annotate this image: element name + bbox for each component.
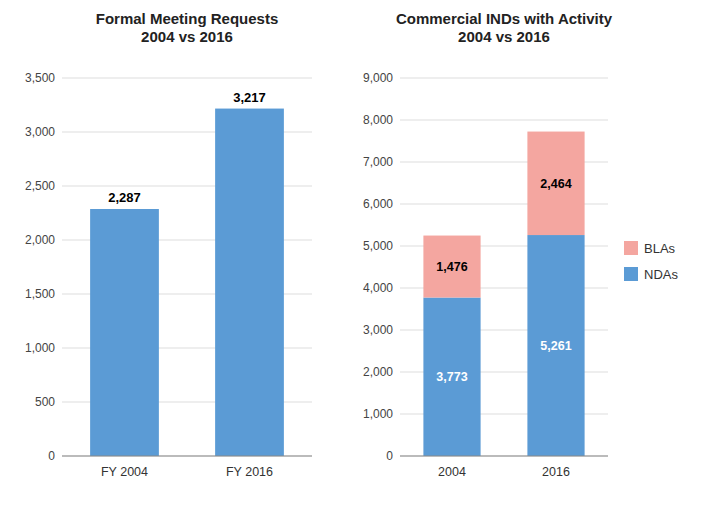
grid-line (400, 120, 608, 121)
data-label: 3,217 (233, 90, 266, 105)
legend-swatch (624, 267, 638, 281)
chart-container: Formal Meeting Requests2004 vs 201605001… (0, 0, 711, 513)
legend-label: BLAs (644, 241, 676, 256)
y-tick-label: 4,000 (363, 281, 393, 295)
y-tick-label: 5,000 (363, 239, 393, 253)
data-label: 2,287 (108, 190, 141, 205)
data-label: 5,261 (540, 339, 571, 353)
grid-line (400, 78, 608, 79)
grid-line (62, 78, 312, 79)
bar-segment (423, 298, 480, 456)
grid (400, 78, 608, 456)
legend: BLAs NDAs (624, 241, 678, 282)
grid (62, 78, 312, 456)
y-tick-label: 2,500 (25, 179, 55, 193)
bar-segment (527, 235, 584, 456)
data-labels: 3,773 5,261 1,476 2,464 (436, 177, 571, 384)
y-tick-label: 3,000 (25, 125, 55, 139)
y-tick-label: 1,500 (25, 287, 55, 301)
grid-line (62, 456, 312, 457)
y-tick-label: 3,000 (363, 323, 393, 337)
y-tick-label: 0 (48, 449, 55, 463)
y-tick-label: 1,000 (25, 341, 55, 355)
chart-0: Formal Meeting Requests2004 vs 2016 0 500 1… (25, 10, 312, 479)
x-axis-line (62, 456, 312, 457)
y-tick-label: 2,000 (25, 233, 55, 247)
y-tick-label: 1,000 (363, 407, 393, 421)
title-line: Commercial INDs with Activity (396, 10, 613, 27)
x-axis-line (400, 456, 608, 457)
y-tick-label: 2,000 (363, 365, 393, 379)
legend-label: NDAs (644, 267, 678, 282)
x-tick-label: FY 2016 (226, 465, 273, 479)
legend-swatch (624, 241, 638, 255)
bar-segment (423, 236, 480, 298)
bars (423, 132, 584, 456)
title-line: 2004 vs 2016 (141, 28, 233, 45)
y-tick-label: 0 (386, 449, 393, 463)
chart-svg: Formal Meeting Requests2004 vs 201605001… (0, 0, 711, 513)
data-label: 2,464 (540, 177, 571, 191)
data-label: 3,773 (436, 370, 467, 384)
title: Formal Meeting Requests2004 vs 2016 (96, 10, 279, 45)
background (0, 0, 711, 513)
chart-1: Commercial INDs with Activity2004 vs 201… (363, 10, 678, 479)
title-line: 2004 vs 2016 (458, 28, 550, 45)
bar (215, 109, 284, 456)
x-tick-label: FY 2004 (101, 465, 148, 479)
y-tick-label: 500 (35, 395, 55, 409)
bar (90, 209, 159, 456)
data-labels: 2,287 3,217 (108, 90, 266, 205)
data-label: 1,476 (436, 260, 467, 274)
grid-line (400, 456, 608, 457)
y-tick-label: 7,000 (363, 155, 393, 169)
x-tick-label: 2016 (542, 465, 570, 479)
bar-segment (527, 132, 584, 235)
bars (90, 109, 284, 456)
y-tick-label: 3,500 (25, 71, 55, 85)
y-tick-label: 9,000 (363, 71, 393, 85)
y-tick-label: 6,000 (363, 197, 393, 211)
title: Commercial INDs with Activity2004 vs 201… (396, 10, 613, 45)
title-line: Formal Meeting Requests (96, 10, 279, 27)
x-tick-label: 2004 (438, 465, 466, 479)
y-tick-label: 8,000 (363, 113, 393, 127)
